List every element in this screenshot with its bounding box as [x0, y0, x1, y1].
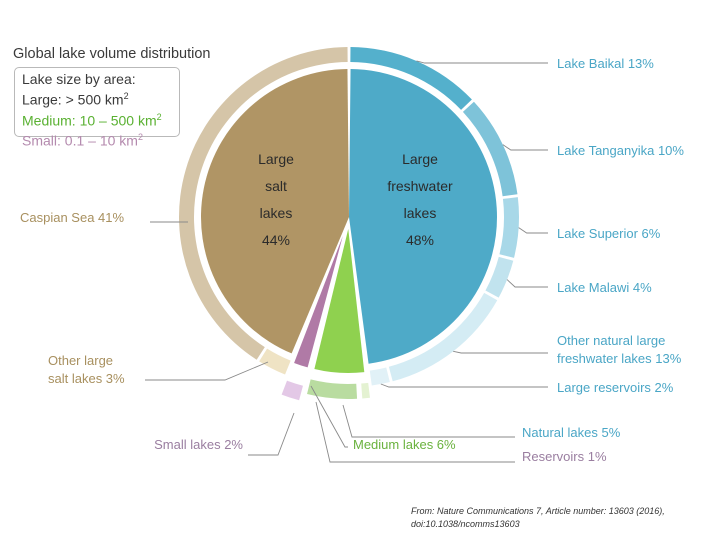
label-lake-tanganyika: Lake Tanganyika 10%	[557, 143, 684, 158]
inner-label-large-salt: lakes	[260, 205, 293, 221]
legend-title: Lake size by area:	[22, 71, 136, 87]
inner-label-large-freshwater: freshwater	[387, 178, 453, 194]
group-small-lakes	[281, 380, 303, 401]
label-lake-malawi: Lake Malawi 4%	[557, 280, 652, 295]
legend-item-large: Large: > 500 km2	[22, 91, 129, 108]
ring-natural-lakes	[307, 379, 358, 399]
ring-lake-tanganyika	[462, 101, 518, 197]
leader-other-natural-large-freshwater	[453, 350, 548, 354]
leader-medium-lakes	[310, 385, 348, 448]
label-large-reservoirs: Large reservoirs 2%	[557, 380, 674, 395]
inner-label-large-freshwater: 48%	[406, 232, 434, 248]
legend-item-small: Small: 0.1 – 10 km2	[22, 132, 143, 149]
inner-label-large-salt: salt	[265, 178, 287, 194]
slice-small	[294, 236, 343, 368]
legend: Lake size by area: Large: > 500 km2 Medi…	[14, 67, 180, 149]
label-lake-superior: Lake Superior 6%	[557, 226, 661, 241]
ring-large-reservoirs	[369, 367, 390, 386]
slice-medium	[314, 228, 365, 373]
ring-reservoirs	[361, 382, 370, 399]
slice-large-salt	[200, 69, 349, 354]
group-natural-lakes	[307, 379, 358, 399]
label-caspian-sea: Caspian Sea 41%	[20, 210, 125, 225]
label-other-large-salt: Other large	[48, 353, 113, 368]
slice-large-freshwater	[349, 69, 498, 364]
leader-reservoirs	[315, 401, 515, 463]
legend-item-medium: Medium: 10 – 500 km2	[22, 111, 162, 129]
leader-other-large-salt	[145, 361, 269, 381]
chart-title: Global lake volume distribution	[13, 46, 211, 62]
leader-lake-superior	[518, 227, 548, 234]
inner-label-large-salt: Large	[258, 151, 294, 167]
inner-label-large-salt: 44%	[262, 232, 290, 248]
citation: From: Nature Communications 7, Article n…	[411, 505, 665, 531]
ring-other-large-salt	[259, 348, 291, 375]
ring-caspian-sea	[178, 47, 348, 360]
leader-small-lakes	[248, 412, 295, 456]
leader-natural-lakes	[342, 404, 515, 438]
label-medium-lakes: Medium lakes 6%	[353, 437, 456, 452]
citation-line-1: From: Nature Communications 7, Article n…	[411, 506, 665, 516]
ring-small-lakes	[281, 380, 303, 401]
ring-lake-superior	[499, 197, 519, 258]
leader-lake-tanganyika	[502, 144, 548, 151]
label-other-natural-large-freshwater: freshwater lakes 13%	[557, 351, 682, 366]
label-other-natural-large-freshwater: Other natural large	[557, 333, 665, 348]
leader-large-reservoirs	[380, 383, 548, 388]
leader-lake-baikal	[416, 60, 548, 64]
ring-other-natural-large-freshwater	[388, 292, 498, 382]
ring-lake-malawi	[485, 256, 514, 298]
citation-line-2: doi:10.1038/ncomms13603	[411, 519, 520, 529]
label-reservoirs: Reservoirs 1%	[522, 449, 607, 464]
inner-label-large-freshwater: lakes	[404, 205, 437, 221]
inner-label-large-freshwater: Large	[402, 151, 438, 167]
leader-lake-malawi	[506, 279, 548, 288]
ring-lake-baikal	[350, 47, 472, 110]
group-reservoirs	[361, 382, 370, 399]
label-other-large-salt: salt lakes 3%	[48, 371, 125, 386]
label-small-lakes: Small lakes 2%	[154, 437, 243, 452]
label-lake-baikal: Lake Baikal 13%	[557, 56, 654, 71]
label-natural-lakes: Natural lakes 5%	[522, 425, 621, 440]
